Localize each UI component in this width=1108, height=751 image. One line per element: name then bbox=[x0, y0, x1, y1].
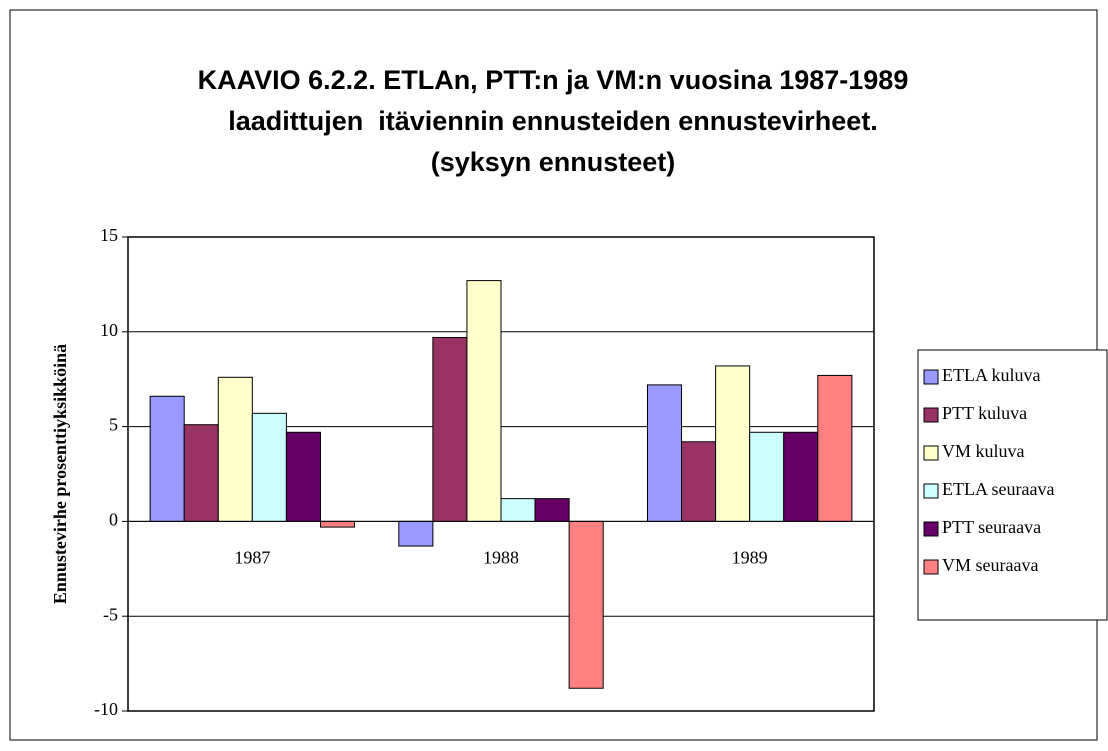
legend-label: PTT seuraava bbox=[942, 517, 1041, 537]
legend-swatch bbox=[923, 521, 939, 537]
bar bbox=[749, 431, 785, 522]
bar bbox=[285, 431, 321, 522]
bar bbox=[681, 441, 717, 522]
bar bbox=[783, 431, 819, 522]
bar bbox=[217, 376, 253, 522]
y-axis-label: Ennustevirhe prosenttiyksikköinä bbox=[50, 344, 70, 604]
bar bbox=[534, 498, 570, 522]
legend-label: ETLA seuraava bbox=[942, 479, 1054, 499]
chart-title: (syksyn ennusteet) bbox=[431, 147, 676, 177]
x-tick-label: 1987 bbox=[234, 548, 270, 568]
bar bbox=[568, 520, 604, 689]
plot-border bbox=[127, 236, 875, 712]
bar bbox=[183, 424, 219, 522]
legend-label: PTT kuluva bbox=[942, 403, 1027, 423]
x-tick-label: 1989 bbox=[732, 548, 768, 568]
chart-title: laadittujen itäviennin ennusteiden ennus… bbox=[228, 106, 878, 136]
legend-swatch bbox=[923, 369, 939, 385]
chart-title: KAAVIO 6.2.2. ETLAn, PTT:n ja VM:n vuosi… bbox=[198, 65, 909, 95]
bar bbox=[817, 374, 853, 522]
y-tick-label: 5 bbox=[109, 415, 118, 435]
legend-swatch bbox=[923, 483, 939, 499]
legend-label: VM seuraava bbox=[942, 555, 1038, 575]
legend-swatch bbox=[923, 407, 939, 423]
y-tick-label: 10 bbox=[100, 320, 118, 340]
y-tick-label: -5 bbox=[103, 604, 118, 624]
legend-label: ETLA kuluva bbox=[942, 365, 1040, 385]
bar bbox=[251, 412, 287, 522]
bar bbox=[319, 520, 356, 528]
y-tick-label: -10 bbox=[94, 699, 118, 719]
y-tick-label: 0 bbox=[109, 510, 118, 530]
y-tick-label: 15 bbox=[100, 225, 118, 245]
bar bbox=[715, 365, 751, 522]
legend bbox=[917, 349, 1108, 621]
bar bbox=[398, 520, 434, 547]
bar bbox=[646, 384, 683, 522]
legend-label: VM kuluva bbox=[942, 441, 1025, 461]
bar bbox=[466, 280, 502, 522]
bar bbox=[149, 395, 185, 522]
x-tick-label: 1988 bbox=[483, 548, 519, 568]
bar bbox=[432, 336, 468, 522]
legend-swatch bbox=[923, 445, 939, 461]
bar bbox=[500, 498, 536, 522]
legend-swatch bbox=[923, 559, 939, 575]
